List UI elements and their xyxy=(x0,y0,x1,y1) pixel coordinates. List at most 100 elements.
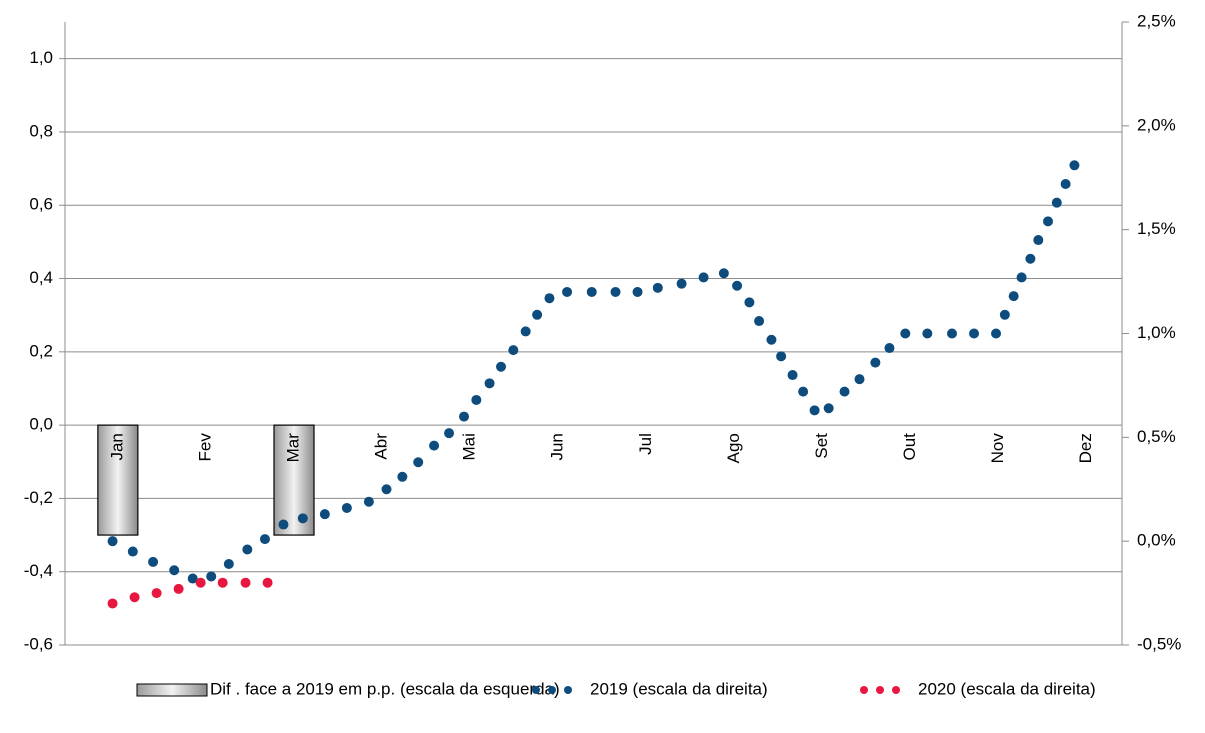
legend-swatch xyxy=(892,686,900,694)
y-tick-label: 0,0 xyxy=(29,415,53,434)
legend-swatch xyxy=(564,686,572,694)
dot xyxy=(1008,291,1019,302)
bar xyxy=(97,424,139,536)
y2-tick-label: 1,5% xyxy=(1137,219,1176,238)
legend-label: 2020 (escala da direita) xyxy=(918,679,1096,698)
y2-tick-label: 0,0% xyxy=(1137,531,1176,550)
dot xyxy=(397,471,408,482)
y-tick-label: -0,6 xyxy=(24,634,53,653)
y2-tick-label: 0,5% xyxy=(1137,427,1176,446)
dot xyxy=(1016,272,1027,283)
legend-swatch xyxy=(860,686,868,694)
dot xyxy=(698,272,709,283)
dot xyxy=(532,309,543,320)
y-tick-label: 1,0 xyxy=(29,48,53,67)
dot xyxy=(776,351,787,362)
dot xyxy=(1033,235,1044,246)
dot xyxy=(341,502,352,513)
dot xyxy=(217,577,228,588)
x-tick-label: Mar xyxy=(284,433,303,463)
dot xyxy=(242,544,253,555)
y2-tick-label: 2,0% xyxy=(1137,115,1176,134)
dot xyxy=(319,509,330,520)
dot xyxy=(1069,160,1080,171)
dot xyxy=(278,519,289,530)
dot xyxy=(754,316,765,327)
dot xyxy=(206,571,217,582)
x-tick-label: Jul xyxy=(636,433,655,455)
dot xyxy=(922,328,933,339)
y-tick-label: -0,2 xyxy=(24,488,53,507)
x-tick-label: Out xyxy=(900,433,919,461)
dot xyxy=(151,588,162,599)
dot xyxy=(544,293,555,304)
dot xyxy=(946,328,957,339)
dot xyxy=(632,286,643,297)
dot xyxy=(195,577,206,588)
y2-tick-label: -0,5% xyxy=(1137,634,1181,653)
dot xyxy=(900,328,911,339)
dot xyxy=(823,403,834,414)
dot xyxy=(381,484,392,495)
dot xyxy=(484,378,495,389)
dot xyxy=(676,278,687,289)
dot xyxy=(496,361,507,372)
dot xyxy=(999,309,1010,320)
dot xyxy=(107,536,118,547)
dot xyxy=(169,565,180,576)
dot xyxy=(127,546,138,557)
x-tick-label: Mai xyxy=(460,433,479,460)
dot xyxy=(444,428,455,439)
dot xyxy=(766,334,777,345)
dot xyxy=(1051,197,1062,208)
x-tick-label: Jan xyxy=(107,433,126,460)
legend-swatch xyxy=(532,686,540,694)
dot xyxy=(991,328,1002,339)
dot xyxy=(363,496,374,507)
dot xyxy=(459,411,470,422)
dot xyxy=(259,534,270,545)
dot xyxy=(1025,253,1036,264)
dot xyxy=(471,394,482,405)
legend-label: 2019 (escala da direita) xyxy=(590,679,768,698)
dot xyxy=(148,556,159,567)
dot xyxy=(809,405,820,416)
y-tick-label: 0,6 xyxy=(29,195,53,214)
x-tick-label: Ago xyxy=(724,433,743,463)
dot xyxy=(129,592,140,603)
dot xyxy=(508,345,519,356)
y2-tick-label: 2,5% xyxy=(1137,11,1176,30)
dot xyxy=(262,577,273,588)
legend-swatch xyxy=(548,686,556,694)
y2-tick-label: 1,0% xyxy=(1137,323,1176,342)
dot xyxy=(744,297,755,308)
dot xyxy=(586,286,597,297)
x-tick-label: Abr xyxy=(372,433,391,460)
x-tick-label: Set xyxy=(812,433,831,459)
dot xyxy=(240,577,251,588)
y-tick-label: 0,8 xyxy=(29,121,53,140)
y-tick-label: 0,2 xyxy=(29,341,53,360)
bar xyxy=(273,424,315,536)
dot xyxy=(562,286,573,297)
dot xyxy=(223,559,234,570)
dot xyxy=(413,457,424,468)
dot xyxy=(107,598,118,609)
dot xyxy=(787,370,798,381)
dot xyxy=(884,343,895,354)
dot xyxy=(1060,178,1071,189)
y-tick-label: 0,4 xyxy=(29,268,53,287)
dot xyxy=(839,386,850,397)
legend-swatch xyxy=(876,686,884,694)
y-tick-label: -0,4 xyxy=(24,561,53,580)
dot xyxy=(969,328,980,339)
legend-label: Dif . face a 2019 em p.p. (escala da esq… xyxy=(210,679,560,698)
x-tick-label: Fev xyxy=(195,433,214,462)
dot xyxy=(173,583,184,594)
dot xyxy=(870,357,881,368)
x-tick-label: Dez xyxy=(1076,433,1095,463)
dot xyxy=(854,374,865,385)
dot xyxy=(732,280,743,291)
dot xyxy=(798,386,809,397)
legend-swatch xyxy=(136,683,208,697)
